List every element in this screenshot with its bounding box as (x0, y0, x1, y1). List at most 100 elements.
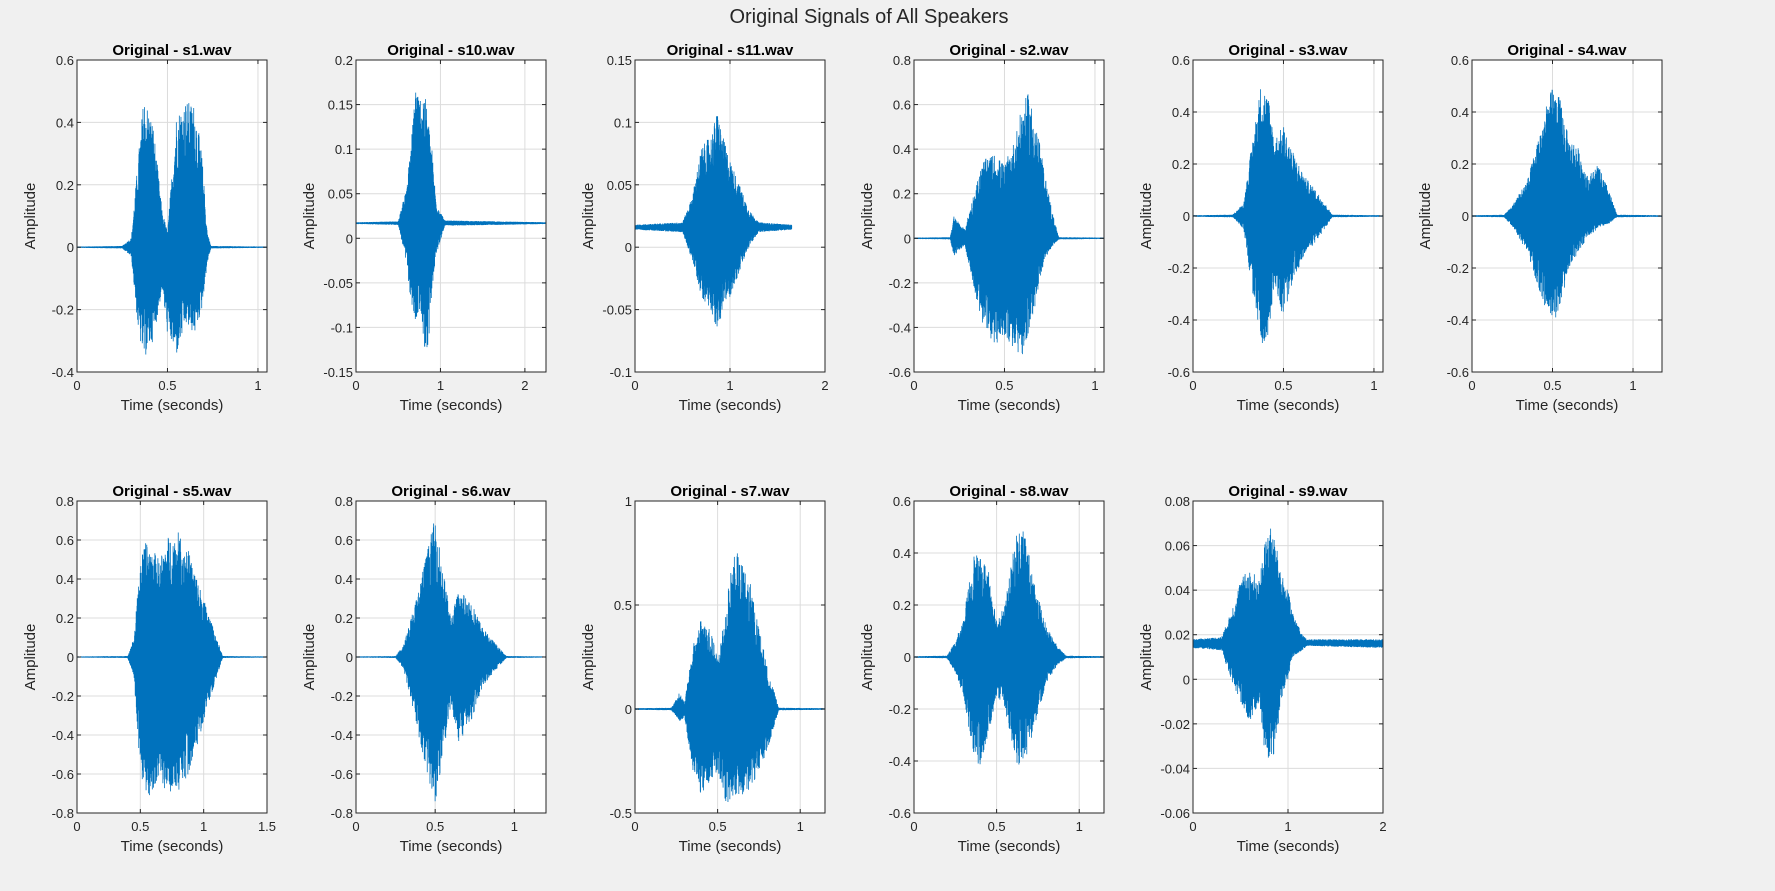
x-tick-label: 1 (1076, 819, 1083, 834)
x-tick-label: 0.5 (995, 378, 1013, 393)
y-tick-label: -0.04 (1160, 761, 1190, 776)
y-tick-label: -0.6 (1168, 365, 1190, 380)
y-tick-label: 1 (625, 494, 632, 509)
axes-box (355, 59, 547, 373)
y-tick-label: -0.02 (1160, 717, 1190, 732)
y-tick-label: 0.04 (1165, 583, 1190, 598)
y-tick-label: 0.08 (1165, 494, 1190, 509)
x-axis-label: Time (seconds) (958, 397, 1061, 414)
subplot-original-s3-wav: 0 0.5 1 -0.6 -0.4 -0.2 0 0.2 0.4 0.6 Original - s3… (1138, 42, 1384, 414)
y-axis-label: Amplitude (22, 183, 39, 250)
y-tick-label: 0.4 (56, 572, 74, 587)
x-axis-label: Time (seconds) (679, 397, 782, 414)
y-tick-label: -0.05 (602, 303, 632, 318)
subplot-title: Original - s4.wav (1507, 42, 1627, 59)
x-tick-label: 1 (726, 378, 733, 393)
y-tick-label: 0.15 (328, 98, 353, 113)
y-tick-label: 0.4 (1451, 105, 1469, 120)
subplot-title: Original - s7.wav (670, 483, 790, 500)
y-tick-label: -0.05 (323, 276, 353, 291)
x-tick-label: 0 (1189, 819, 1196, 834)
x-tick-label: 0 (910, 378, 917, 393)
subplot-title: Original - s3.wav (1228, 42, 1348, 59)
y-tick-label: 0.1 (335, 142, 353, 157)
x-tick-label: 0 (631, 378, 638, 393)
y-tick-label: -0.6 (52, 767, 74, 782)
y-tick-label: 0 (346, 650, 353, 665)
x-axis-label: Time (seconds) (958, 838, 1061, 855)
y-axis-label: Amplitude (1138, 624, 1155, 691)
subplot-original-s11-wav: 0 1 2 -0.1 -0.05 0 0.05 0.1 0.15 Original - s11.w… (580, 42, 829, 414)
x-axis-label: Time (seconds) (121, 397, 224, 414)
x-tick-label: 1 (1629, 378, 1636, 393)
subplot-title: Original - s1.wav (112, 42, 232, 59)
y-tick-label: 0.2 (56, 611, 74, 626)
y-tick-label: -0.4 (889, 320, 911, 335)
x-tick-label: 0 (910, 819, 917, 834)
y-tick-label: 0.4 (335, 572, 353, 587)
y-tick-label: 0.8 (56, 494, 74, 509)
subplot-original-s4-wav: 0 0.5 1 -0.6 -0.4 -0.2 0 0.2 0.4 0.6 Original - s4… (1417, 42, 1663, 414)
y-tick-label: 0.6 (1172, 53, 1190, 68)
y-axis-label: Amplitude (22, 624, 39, 691)
waveform-line (913, 94, 1105, 355)
y-tick-label: 0.8 (335, 494, 353, 509)
y-tick-label: -0.4 (1168, 313, 1190, 328)
y-tick-label: 0.6 (1451, 53, 1469, 68)
x-tick-label: 0 (631, 819, 638, 834)
waveform-line (634, 116, 793, 327)
figure-title: Original Signals of All Speakers (729, 6, 1008, 28)
waveform-line (76, 103, 268, 355)
y-axis-label: Amplitude (1138, 183, 1155, 250)
subplot-original-s10-wav: 0 1 2 -0.15 -0.1 -0.05 0 0.05 0.1 0.15 0.2 Original… (301, 42, 547, 414)
x-tick-label: 0.5 (1543, 378, 1561, 393)
subplot-title: Original - s5.wav (112, 483, 232, 500)
y-tick-label: -0.2 (889, 702, 911, 717)
y-tick-label: -0.8 (331, 806, 353, 821)
axes-box (634, 500, 826, 814)
y-tick-label: 0.1 (614, 115, 632, 130)
y-tick-label: 0.6 (56, 53, 74, 68)
x-axis-label: Time (seconds) (679, 838, 782, 855)
x-axis-label: Time (seconds) (400, 838, 503, 855)
y-axis-label: Amplitude (859, 183, 876, 250)
subplot-title: Original - s10.wav (387, 42, 515, 59)
y-tick-label: -0.4 (1447, 313, 1469, 328)
y-tick-label: 0 (904, 231, 911, 246)
y-axis-label: Amplitude (1417, 183, 1434, 250)
y-tick-label: -0.4 (52, 365, 74, 380)
subplot-title: Original - s6.wav (391, 483, 511, 500)
y-tick-label: -0.6 (1447, 365, 1469, 380)
y-tick-label: 0.05 (328, 187, 353, 202)
y-tick-label: 0 (1183, 672, 1190, 687)
waveform-line (355, 523, 547, 802)
y-tick-label: -0.5 (610, 806, 632, 821)
subplot-original-s9-wav: 0 1 2 -0.06 -0.04 -0.02 0 0.02 0.04 0.06 0.08 Origi… (1138, 483, 1387, 855)
y-tick-label: 0 (625, 702, 632, 717)
x-tick-label: 0.5 (988, 819, 1006, 834)
y-tick-label: 0.2 (56, 178, 74, 193)
subplot-title: Original - s11.wav (667, 42, 794, 59)
x-tick-label: 1 (511, 819, 518, 834)
x-tick-label: 0.5 (1274, 378, 1292, 393)
y-tick-label: 0.6 (893, 98, 911, 113)
subplot-original-s1-wav: 0 0.5 1 -0.4 -0.2 0 0.2 0.4 0.6 Original - s1.wav… (22, 42, 268, 414)
y-tick-label: 0.4 (893, 142, 911, 157)
x-tick-label: 1 (437, 378, 444, 393)
subplot-title: Original - s2.wav (949, 42, 1069, 59)
y-tick-label: -0.4 (331, 728, 353, 743)
y-tick-label: 0.4 (1172, 105, 1190, 120)
x-tick-label: 0.5 (709, 819, 727, 834)
y-tick-label: -0.2 (52, 689, 74, 704)
y-tick-label: 0.2 (1172, 157, 1190, 172)
y-tick-label: 0.2 (335, 53, 353, 68)
subplot-title: Original - s9.wav (1228, 483, 1348, 500)
waveform-line (1192, 528, 1384, 758)
plot-area (356, 60, 546, 372)
y-tick-label: 0 (625, 240, 632, 255)
y-tick-label: 0 (904, 650, 911, 665)
y-tick-label: 0.2 (335, 611, 353, 626)
x-tick-label: 2 (821, 378, 828, 393)
y-tick-label: -0.4 (52, 728, 74, 743)
